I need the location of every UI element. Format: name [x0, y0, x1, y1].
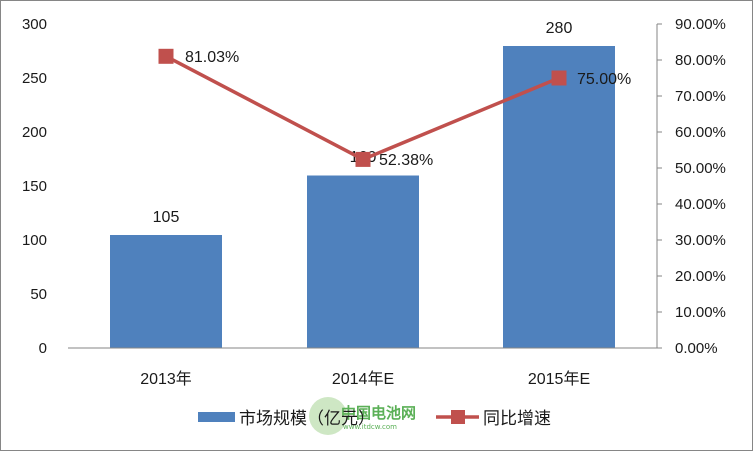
legend-line-label: 同比增速	[483, 409, 551, 429]
legend: 市场规模（亿元） 同比增速	[198, 409, 551, 429]
left-tick: 250	[22, 70, 47, 87]
watermark-title: 中国电池网	[341, 404, 416, 422]
line-label: 75.00%	[577, 71, 631, 88]
bar-2015[interactable]	[503, 46, 615, 348]
left-tick: 300	[22, 16, 47, 33]
line-series	[158, 48, 567, 167]
right-tick: 60.00%	[675, 124, 726, 141]
category-label: 2014年E	[332, 370, 394, 388]
line-marker-2013[interactable]	[158, 48, 174, 64]
bar-2014[interactable]	[307, 175, 419, 349]
category-label: 2013年	[140, 370, 192, 388]
left-tick: 100	[22, 232, 47, 249]
category-label: 2015年E	[528, 370, 590, 388]
line-marker-2015[interactable]	[551, 70, 567, 86]
bar-label: 280	[546, 20, 573, 37]
right-tick: 80.00%	[675, 52, 726, 69]
right-tick: 50.00%	[675, 160, 726, 177]
left-tick: 150	[22, 178, 47, 195]
bar-2013[interactable]	[110, 235, 222, 348]
line-label: 52.38%	[379, 152, 433, 169]
legend-bar-swatch	[198, 412, 235, 422]
left-tick: 200	[22, 124, 47, 141]
left-axis: 0 50 100 150 200 250 300	[22, 16, 47, 357]
watermark: 中国电池网 www.itdcw.com	[309, 397, 416, 435]
line-marker-2014[interactable]	[355, 151, 371, 167]
left-tick: 0	[39, 340, 47, 357]
right-tick: 70.00%	[675, 88, 726, 105]
watermark-logo-icon	[309, 397, 347, 435]
legend-line-marker-icon	[451, 410, 465, 424]
line-label: 81.03%	[185, 49, 239, 66]
bar-label: 105	[153, 209, 180, 226]
right-axis: 0.00% 10.00% 20.00% 30.00% 40.00% 50.00%…	[656, 16, 726, 357]
legend-bar-label: 市场规模（亿元）	[239, 409, 375, 429]
right-tick: 10.00%	[675, 304, 726, 321]
right-tick: 0.00%	[675, 340, 718, 357]
right-tick: 90.00%	[675, 16, 726, 33]
left-tick: 50	[30, 286, 47, 303]
right-tick: 40.00%	[675, 196, 726, 213]
right-tick: 30.00%	[675, 232, 726, 249]
right-tick: 20.00%	[675, 268, 726, 285]
bar-series	[110, 46, 615, 348]
watermark-url: www.itdcw.com	[343, 423, 397, 431]
